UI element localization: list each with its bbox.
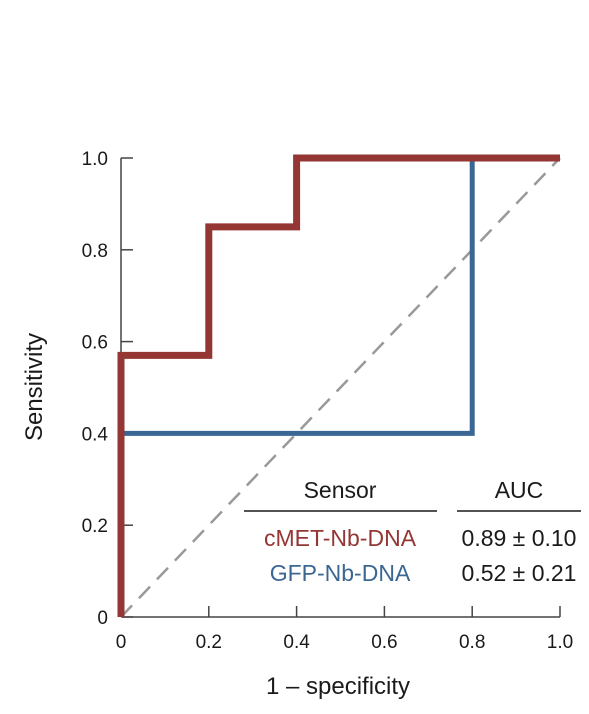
y-tick-label: 0.8: [82, 241, 108, 262]
legend-series-name-2: GFP-Nb-DNA: [270, 560, 411, 586]
x-tick-label: 0: [116, 632, 127, 653]
x-ticks: 0 0.2 0.4 0.6 0.8 1.0: [116, 606, 573, 653]
y-axis-label: Sensitivity: [21, 333, 48, 441]
y-ticks: 0 0.2 0.4 0.6 0.8 1.0: [82, 149, 133, 629]
y-tick-label: 0.2: [82, 516, 108, 537]
x-tick-label: 0.4: [283, 632, 310, 653]
legend-series-auc-1: 0.89 ± 0.10: [462, 525, 577, 551]
legend-header-auc: AUC: [495, 477, 544, 503]
y-tick-label: 0.6: [82, 333, 108, 354]
legend: Sensor AUC cMET-Nb-DNA 0.89 ± 0.10 GFP-N…: [244, 477, 581, 586]
y-tick-label: 0: [97, 608, 108, 629]
x-axis-label: 1 – specificity: [266, 673, 410, 700]
x-tick-label: 0.2: [196, 632, 222, 653]
y-tick-label: 0.4: [82, 424, 109, 445]
legend-series-name-1: cMET-Nb-DNA: [264, 525, 417, 551]
x-tick-label: 1.0: [547, 632, 573, 653]
legend-series-auc-2: 0.52 ± 0.21: [462, 560, 577, 586]
reference-diagonal-line: [120, 157, 561, 618]
series-layer: [117, 154, 560, 617]
legend-header-sensor: Sensor: [304, 477, 377, 503]
x-tick-label: 0.6: [371, 632, 397, 653]
series-line-1: [117, 154, 560, 617]
x-tick-label: 0.8: [459, 632, 485, 653]
y-tick-label: 1.0: [82, 149, 108, 170]
